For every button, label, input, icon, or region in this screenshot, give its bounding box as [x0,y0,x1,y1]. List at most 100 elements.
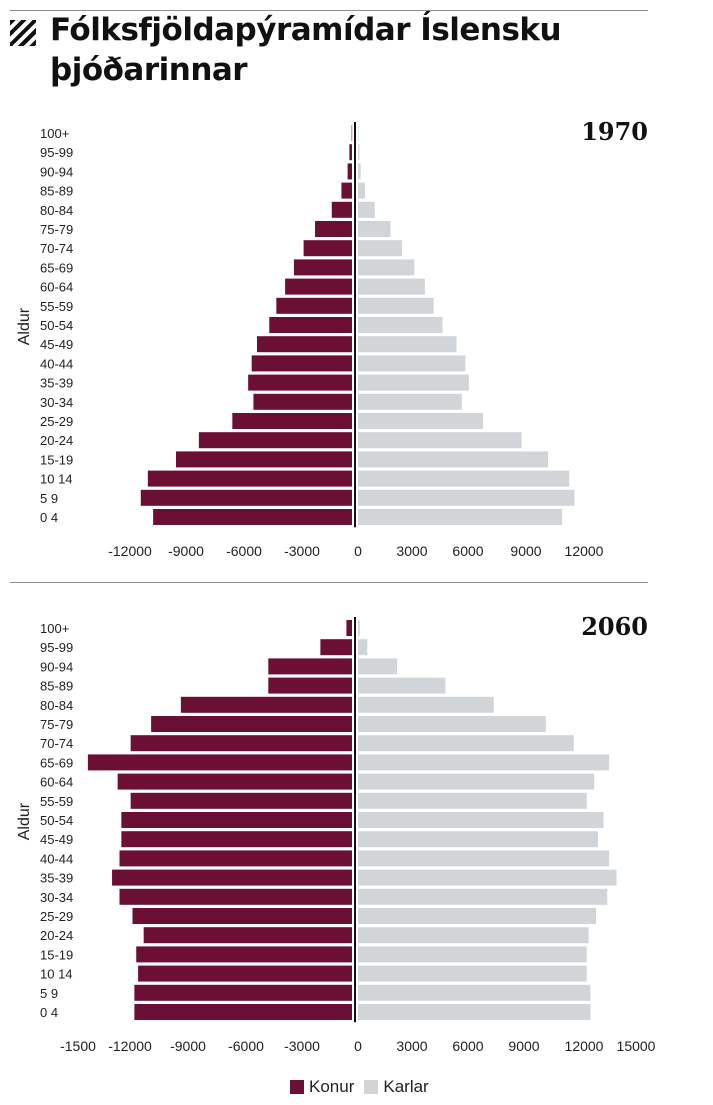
bar-konur [268,677,352,694]
page-title: Fólksfjöldapýramídar Íslensku þjóðarinna… [50,12,562,88]
bar-karlar [358,182,366,199]
bar-karlar [358,201,375,218]
age-group-label: 75-79 [40,717,73,732]
age-group-label: 20-24 [40,928,73,943]
age-group-label: 100+ [40,126,69,141]
bar-karlar [358,927,589,944]
bar-karlar [358,125,359,141]
age-group-label: 50-54 [40,813,73,828]
pyramid-chart-1970: 1970 Aldur 100+ 95-99 90-94 85-89 80-84 75-79 70… [16,117,648,559]
x-tick-label: 3000 [396,1038,427,1054]
bar-konur [121,831,352,848]
bar-konur [256,336,352,353]
age-group-label: 0 4 [40,1005,58,1020]
bar-konur [346,620,352,636]
bar-karlar [358,317,443,333]
bar-karlar [358,984,591,1001]
bar-karlar [358,451,549,468]
x-tick-label: 12000 [565,543,604,559]
hatch-icon [10,20,36,46]
age-group-label: 65-69 [40,260,73,275]
bar-konur [138,965,352,982]
age-group-label: 70-74 [40,736,73,751]
x-tick-label: -3000 [284,543,320,559]
bar-konur [341,182,352,199]
legend-label-karlar: Karlar [383,1077,429,1096]
bar-karlar [358,716,546,732]
bar-konur [153,509,352,525]
year-label: 2060 [581,612,648,641]
bar-karlar [358,1004,591,1020]
bar-konur [180,696,352,713]
y-axis-title: Aldur [16,307,33,345]
bar-karlar [358,393,462,410]
x-tick-label: 9000 [510,543,541,559]
bar-konur [232,413,352,429]
x-tick-label: 0 [354,1038,362,1054]
bar-karlar [358,509,563,525]
bar-karlar [358,677,446,694]
age-group-label: 70-74 [40,241,73,256]
x-tick-label: 6000 [452,543,483,559]
age-group-label: 55-59 [40,299,73,314]
bar-karlar [358,812,604,828]
bar-konur [87,754,352,771]
bar-karlar [358,221,391,237]
age-group-label: 85-89 [40,184,73,199]
bar-konur [134,1004,352,1020]
bar-konur [134,984,352,1001]
age-group-label: 60-64 [40,775,73,790]
bar-karlar [358,869,617,886]
age-group-label: 35-39 [40,871,73,886]
age-group-label: 5 9 [40,491,58,506]
age-group-label: 55-59 [40,794,73,809]
bar-karlar [358,754,610,771]
divider-rule [10,582,648,583]
bar-karlar [358,297,434,314]
bar-karlar [358,374,469,391]
age-group-label: 0 4 [40,510,58,525]
bar-karlar [358,336,457,353]
age-group-label: 75-79 [40,222,73,237]
age-group-label: 10 14 [40,472,73,487]
age-group-label: 80-84 [40,203,73,218]
bar-karlar [358,908,597,924]
legend: Konur Karlar [290,1077,439,1097]
legend-item-konur: Konur [290,1077,354,1097]
x-tick-label: -9000 [168,543,204,559]
bar-konur [176,451,352,468]
bar-karlar [358,355,466,372]
bar-karlar [358,850,610,867]
x-tick-label: 3000 [396,543,427,559]
bar-karlar [358,946,587,963]
bar-karlar [358,470,570,487]
bar-konur [136,946,352,963]
bar-karlar [358,658,398,675]
age-group-label: 45-49 [40,337,73,352]
bar-konur [349,144,352,161]
age-group-label: 65-69 [40,755,73,770]
bar-konur [130,735,352,752]
age-group-label: 30-34 [40,395,73,410]
x-tick-label: 15000 [617,1038,656,1054]
bar-karlar [358,240,402,257]
bar-konur [315,221,352,237]
bar-konur [331,201,352,218]
bar-konur [293,259,352,276]
bar-konur [276,297,352,314]
x-tick-label: -3000 [284,1038,320,1054]
bar-konur [130,792,352,809]
bar-konur [248,374,352,391]
bar-konur [117,773,352,790]
bar-konur [303,240,352,257]
x-tick-label: 9000 [508,1038,539,1054]
bar-karlar [358,413,483,429]
x-tick-label: 0 [354,543,362,559]
bar-konur [320,639,352,656]
bar-karlar [358,489,575,506]
age-group-label: 50-54 [40,318,73,333]
bar-konur [351,125,353,141]
age-group-label: 90-94 [40,164,73,179]
bar-konur [121,812,352,828]
bar-konur [112,869,352,886]
